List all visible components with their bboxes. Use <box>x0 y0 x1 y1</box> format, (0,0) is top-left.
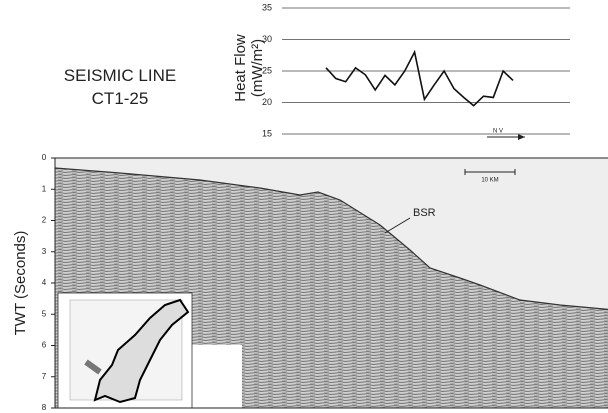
annotation: 10 KM <box>481 178 498 184</box>
y-tick-label: 35 <box>262 2 272 12</box>
y-tick-label: 4 <box>42 278 47 287</box>
y-axis-label: TWT (Seconds) <box>11 218 31 348</box>
y-tick-label: 15 <box>262 128 272 138</box>
figure: 1520253035N V012345678BSR10 KM SEISMIC L… <box>0 0 608 413</box>
y-tick-label: 6 <box>42 341 47 350</box>
chart-title: SEISMIC LINE CT1-25 <box>55 64 185 110</box>
y-tick-label: 2 <box>42 216 47 225</box>
annotation: N V <box>493 129 503 135</box>
chart: 1520253035N V012345678BSR10 KM <box>0 0 608 413</box>
y-tick-label: 8 <box>42 403 47 412</box>
seismic-image <box>55 158 608 408</box>
y-tick-label: 3 <box>42 247 47 256</box>
y-tick-label: 5 <box>42 309 47 318</box>
arrow-head <box>518 134 525 140</box>
inset-blank <box>192 345 242 408</box>
data-line <box>326 52 513 106</box>
y-tick-label: 7 <box>42 372 47 381</box>
y-tick-label: 0 <box>42 153 47 162</box>
y-tick-label: 1 <box>42 184 47 193</box>
annotation: BSR <box>413 207 436 219</box>
y-axis-label: Heat Flow (mW/m²) <box>232 28 268 108</box>
